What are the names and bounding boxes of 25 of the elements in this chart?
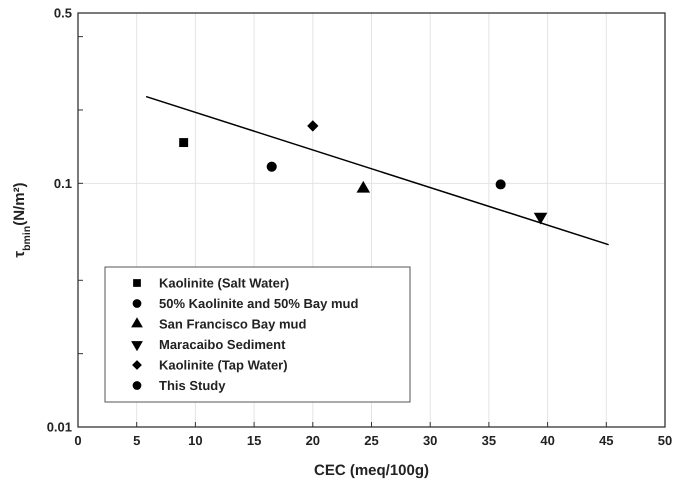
legend-label: 50% Kaolinite and 50% Bay mud [159, 296, 358, 312]
x-tick-label: 45 [599, 433, 614, 448]
x-tick-label: 30 [422, 433, 438, 448]
x-tick-label: 20 [306, 433, 320, 448]
y-tick-label: 0.01 [46, 420, 72, 435]
legend-label: Kaolinite (Tap Water) [159, 358, 288, 373]
legend-label: Maracaibo Sediment [159, 337, 286, 352]
x-tick-label: 0 [74, 433, 82, 448]
legend-label: This Study [159, 378, 226, 394]
x-tick-label: 5 [133, 433, 140, 448]
x-tick-label: 35 [482, 433, 496, 448]
y-tick-label: 0.1 [54, 176, 72, 191]
point [179, 138, 188, 148]
x-tick-label: 50 [658, 433, 672, 448]
x-tick-label: 25 [364, 433, 379, 448]
point [496, 179, 506, 190]
x-axis-title: CEC (meq/100g) [314, 462, 430, 479]
legend-label: San Francisco Bay mud [159, 316, 306, 332]
legend-label: Kaolinite (Salt Water) [159, 276, 290, 291]
x-tick-label: 10 [188, 433, 203, 448]
point [307, 120, 318, 132]
x-tick-label: 40 [540, 433, 555, 448]
y-tick-label: 0.5 [54, 6, 72, 21]
point [266, 162, 277, 172]
x-tick-label: 15 [246, 433, 262, 448]
